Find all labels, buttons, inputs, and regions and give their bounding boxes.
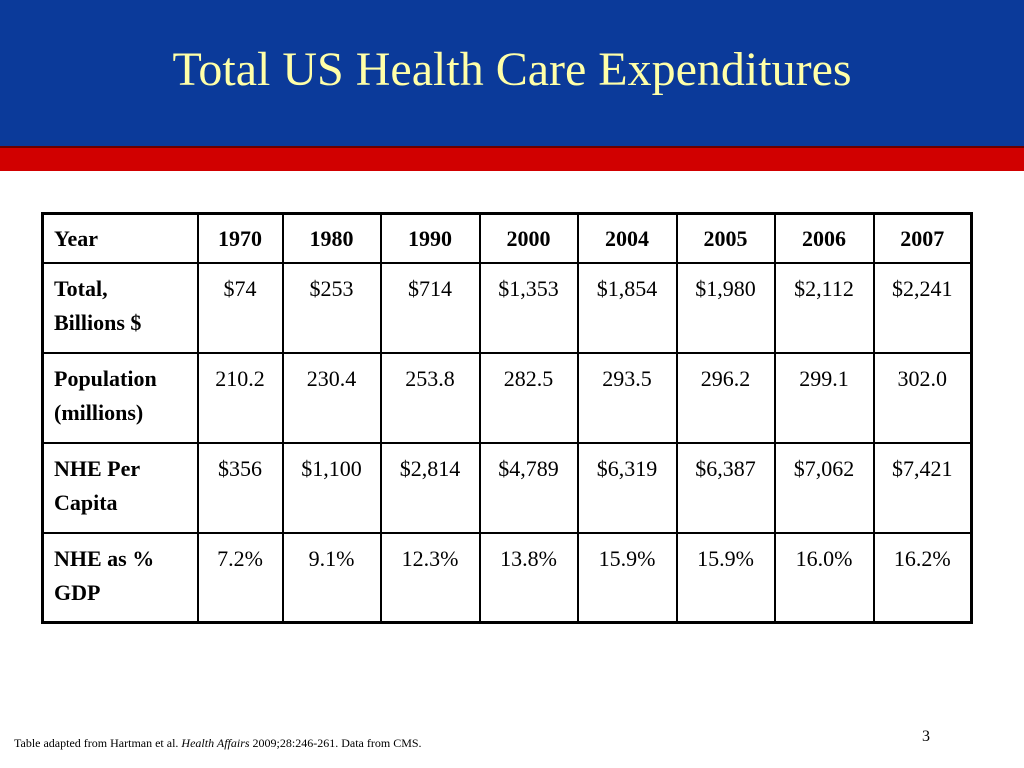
table-row-total: Total, Billions $ $74 $253 $714 $1,353 $… <box>41 261 973 354</box>
table-cell: 302.0 <box>872 351 973 444</box>
table-cell: $2,112 <box>773 261 875 354</box>
year-cell: 2000 <box>478 212 579 264</box>
table-cell: $7,062 <box>773 441 875 534</box>
slide-title: Total US Health Care Expenditures <box>172 43 852 96</box>
row-label-line: (millions) <box>54 399 144 425</box>
table-cell: $6,387 <box>675 441 776 534</box>
year-cell: 1980 <box>281 212 382 264</box>
table-cell: 210.2 <box>196 351 284 444</box>
table-cell: $1,100 <box>281 441 382 534</box>
table-cell: $4,789 <box>478 441 579 534</box>
table-cell: 15.9% <box>675 531 776 624</box>
expenditures-table: Year 1970 1980 1990 2000 2004 2005 2006 … <box>41 212 973 624</box>
year-cell: 2005 <box>675 212 776 264</box>
row-label-line: NHE Per <box>54 455 141 481</box>
table-header-row: Year 1970 1980 1990 2000 2004 2005 2006 … <box>41 212 973 264</box>
table-cell: 282.5 <box>478 351 579 444</box>
table-cell: 9.1% <box>281 531 382 624</box>
year-cell: 2004 <box>576 212 678 264</box>
table-cell: 299.1 <box>773 351 875 444</box>
table-cell: 296.2 <box>675 351 776 444</box>
footnote-journal: Health Affairs <box>181 736 250 750</box>
row-label-total: Total, Billions $ <box>41 261 199 354</box>
source-footnote: Table adapted from Hartman et al. Health… <box>14 736 422 750</box>
table-cell: $1,353 <box>478 261 579 354</box>
table-cell: 230.4 <box>281 351 382 444</box>
table-cell: $1,854 <box>576 261 678 354</box>
row-label-line: NHE as % <box>54 545 155 571</box>
accent-bar <box>0 146 1024 171</box>
table-cell: $714 <box>379 261 481 354</box>
table-cell: $2,241 <box>872 261 973 354</box>
table-cell: $253 <box>281 261 382 354</box>
row-label-nhe-gdp: NHE as % GDP <box>41 531 199 624</box>
row-label-line: Total, <box>54 275 108 301</box>
table-cell: 15.9% <box>576 531 678 624</box>
row-label-population: Population (millions) <box>41 351 199 444</box>
year-cell: 1990 <box>379 212 481 264</box>
table-cell: 12.3% <box>379 531 481 624</box>
row-label-line: Billions $ <box>54 309 142 335</box>
table-cell: $2,814 <box>379 441 481 534</box>
table-cell: $356 <box>196 441 284 534</box>
row-label-line: GDP <box>54 579 101 605</box>
table-cell: $7,421 <box>872 441 973 534</box>
footnote-prefix: Table adapted from Hartman et al. <box>14 736 182 750</box>
page-number: 3 <box>922 728 930 745</box>
table-row-nhe-per-capita: NHE Per Capita $356 $1,100 $2,814 $4,789… <box>41 441 973 534</box>
table-row-population: Population (millions) 210.2 230.4 253.8 … <box>41 351 973 444</box>
table-cell: 7.2% <box>196 531 284 624</box>
year-cell: 1970 <box>196 212 284 264</box>
year-cell: 2006 <box>773 212 875 264</box>
table-cell: 13.8% <box>478 531 579 624</box>
row-label-line: Capita <box>54 489 118 515</box>
table-cell: 16.0% <box>773 531 875 624</box>
table-cell: $74 <box>196 261 284 354</box>
table-cell: $6,319 <box>576 441 678 534</box>
table-cell: $1,980 <box>675 261 776 354</box>
year-header-cell: Year <box>41 212 199 264</box>
footnote-suffix: 2009;28:246-261. Data from CMS. <box>249 736 422 750</box>
row-label-nhe-per-capita: NHE Per Capita <box>41 441 199 534</box>
table-cell: 16.2% <box>872 531 973 624</box>
row-label-line: Population <box>54 365 157 391</box>
title-banner: Total US Health Care Expenditures <box>0 0 1024 146</box>
table-cell: 253.8 <box>379 351 481 444</box>
year-cell: 2007 <box>872 212 973 264</box>
table-cell: 293.5 <box>576 351 678 444</box>
table-row-nhe-gdp: NHE as % GDP 7.2% 9.1% 12.3% 13.8% 15.9%… <box>41 531 973 624</box>
